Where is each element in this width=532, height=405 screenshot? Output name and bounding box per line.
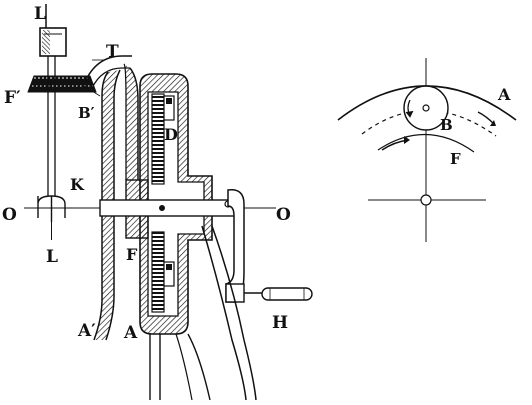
label-a: A [123,323,138,343]
label-k: K [70,175,85,194]
internal-gear-f [151,231,175,313]
detail-label-b: B [440,116,453,134]
detail-diagram: A B F [337,58,517,242]
label-o-left: O [2,205,17,225]
label-f-prime: F′ [4,88,21,108]
label-l-bottom: L [46,247,58,267]
support-frame [149,225,257,401]
internal-gear-d [151,93,175,185]
label-h: H [272,313,288,333]
label-d: D [164,125,178,144]
fork-tool [37,195,66,222]
label-f: F [126,245,138,264]
detail-label-a: A [497,85,511,104]
crank-handle-h [225,283,313,303]
label-o-right: O [276,205,291,225]
bevel-gear-f-prime [27,75,97,93]
label-b-prime: B′ [78,104,95,122]
label-a-prime: A′ [77,321,96,341]
main-shaft [99,199,241,217]
label-t: T [106,42,119,62]
label-l-top: L [34,4,46,24]
detail-label-f: F [450,150,461,168]
top-bearing [39,4,67,57]
leader-b-prime [83,85,101,97]
